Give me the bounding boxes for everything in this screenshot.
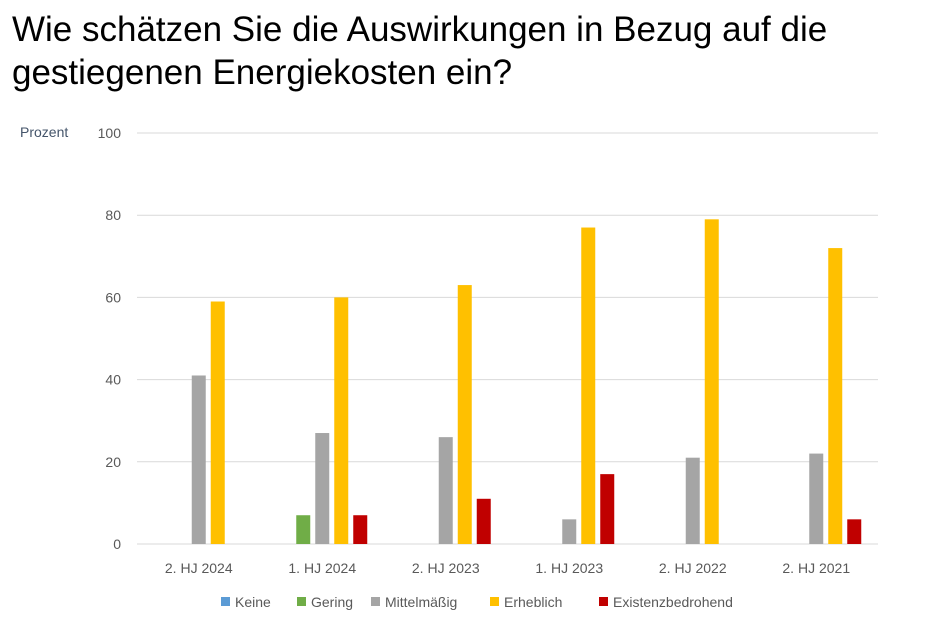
- bar-existenzbedrohend: [476, 498, 491, 544]
- bar-erheblich: [581, 227, 596, 544]
- legend-swatch: [599, 597, 608, 606]
- y-axis-label: Prozent: [20, 124, 68, 140]
- legend-label: Existenzbedrohend: [613, 594, 733, 610]
- legend-swatch: [221, 597, 230, 606]
- bar-erheblich: [828, 248, 843, 544]
- bar-existenzbedrohend: [353, 515, 368, 544]
- y-tick-label: 80: [105, 207, 121, 223]
- y-tick-label: 20: [105, 454, 121, 470]
- x-tick-label: 1. HJ 2024: [288, 560, 356, 576]
- bar-existenzbedrohend: [600, 474, 615, 544]
- bar-erheblich: [334, 297, 349, 544]
- bar-mittelmäßig: [315, 433, 330, 544]
- x-tick-label: 2. HJ 2022: [659, 560, 727, 576]
- legend-swatch: [297, 597, 306, 606]
- chart-title: Wie schätzen Sie die Auswirkungen in Bez…: [12, 10, 828, 92]
- legend-label: Erheblich: [504, 594, 562, 610]
- bar-gering: [296, 515, 311, 544]
- x-tick-label: 1. HJ 2023: [535, 560, 603, 576]
- legend-swatch: [490, 597, 499, 606]
- bar-erheblich: [704, 219, 719, 544]
- legend-label: Keine: [235, 594, 271, 610]
- legend-swatch: [371, 597, 380, 606]
- x-tick-label: 2. HJ 2021: [782, 560, 850, 576]
- y-tick-label: 100: [98, 125, 122, 141]
- bar-mittelmäßig: [562, 519, 577, 544]
- bar-erheblich: [210, 301, 225, 544]
- bar-erheblich: [457, 285, 472, 544]
- bar-existenzbedrohend: [847, 519, 862, 544]
- y-tick-label: 60: [105, 289, 121, 305]
- legend-label: Mittelmäßig: [385, 594, 457, 610]
- x-tick-label: 2. HJ 2023: [412, 560, 480, 576]
- bar-mittelmäßig: [191, 375, 206, 544]
- y-tick-label: 0: [113, 536, 121, 552]
- legend-label: Gering: [311, 594, 353, 610]
- y-tick-label: 40: [105, 372, 121, 388]
- x-tick-label: 2. HJ 2024: [165, 560, 233, 576]
- bar-mittelmäßig: [438, 437, 453, 544]
- bar-mittelmäßig: [685, 457, 700, 544]
- bar-mittelmäßig: [809, 453, 824, 544]
